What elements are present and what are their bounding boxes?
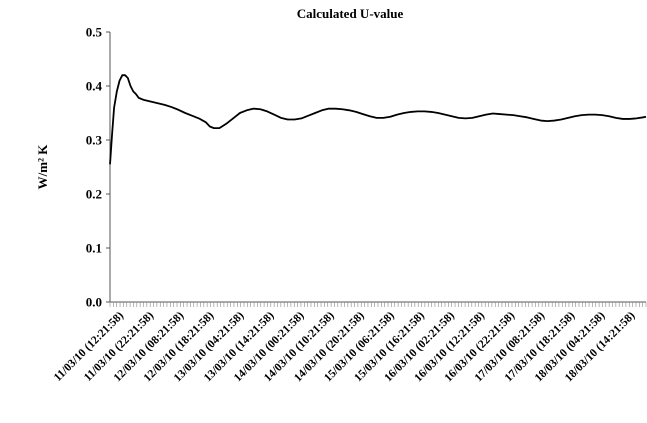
y-tick-label: 0.5	[86, 25, 103, 40]
y-tick-label: 0.2	[86, 187, 102, 202]
y-tick-label: 0.3	[86, 133, 103, 148]
y-axis-label: W/m² K	[35, 144, 50, 190]
chart-title: Calculated U-value	[297, 6, 404, 21]
series-layer	[109, 74, 647, 165]
series-line-0	[109, 74, 647, 165]
y-tick-label: 0.1	[86, 241, 102, 256]
x-axis: 11/03/10 (12:21:58)11/03/10 (22:21:58)12…	[52, 301, 647, 384]
y-tick-label: 0.0	[86, 295, 102, 310]
y-tick-label: 0.4	[86, 79, 103, 94]
y-axis: 0.0 0.1 0.2 0.3 0.4 0.5	[86, 25, 111, 310]
